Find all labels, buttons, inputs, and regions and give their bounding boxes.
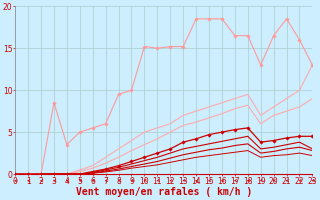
X-axis label: Vent moyen/en rafales ( km/h ): Vent moyen/en rafales ( km/h ) (76, 187, 252, 197)
